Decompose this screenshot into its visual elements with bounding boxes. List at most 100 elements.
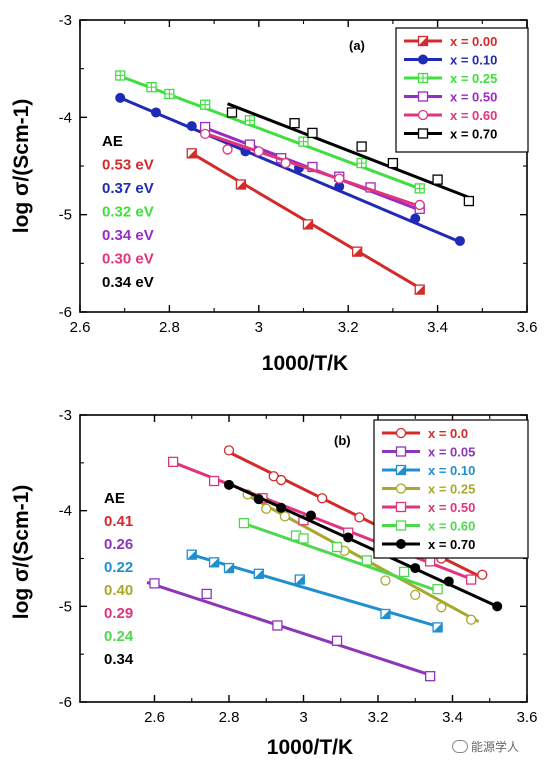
data-point bbox=[164, 88, 175, 100]
data-point bbox=[201, 588, 212, 600]
x-tick-label: 3 bbox=[255, 319, 263, 336]
ae-heading: AE bbox=[102, 133, 123, 150]
ae-value: 0.29 bbox=[104, 605, 133, 622]
data-point bbox=[272, 620, 283, 631]
data-point bbox=[253, 146, 264, 157]
data-point bbox=[275, 474, 287, 486]
y-axis-title: log σ/(Scm-1) bbox=[10, 485, 33, 620]
data-point bbox=[465, 614, 477, 625]
legend-label: x = 0.0 bbox=[428, 426, 468, 441]
x-tick-label: 3.4 bbox=[427, 319, 448, 336]
data-point bbox=[244, 115, 256, 126]
marker-fill bbox=[303, 219, 313, 229]
panel-label: (b) bbox=[334, 433, 351, 448]
y-tick-label: -3 bbox=[59, 12, 72, 29]
marker-fill bbox=[295, 575, 305, 585]
data-point bbox=[417, 35, 429, 47]
data-point bbox=[298, 533, 309, 544]
y-axis-title: log σ/(Scm-1) bbox=[10, 99, 33, 234]
y-tick-label: -4 bbox=[59, 109, 72, 126]
data-point bbox=[186, 549, 197, 560]
data-point bbox=[492, 601, 503, 612]
legend-entry: x = 0.50 bbox=[404, 90, 497, 105]
data-point bbox=[302, 219, 314, 230]
data-point bbox=[432, 583, 443, 595]
data-point bbox=[289, 118, 300, 129]
series-4 bbox=[200, 128, 425, 211]
data-point bbox=[443, 576, 454, 587]
series-fit-line bbox=[239, 520, 442, 594]
data-point bbox=[398, 566, 410, 578]
watermark: 能源学人 bbox=[452, 738, 519, 755]
data-point bbox=[354, 512, 365, 523]
data-point bbox=[436, 602, 447, 613]
watermark-text: 能源学人 bbox=[471, 740, 520, 754]
data-point bbox=[395, 464, 407, 476]
legend-entry: x = 0.10 bbox=[382, 463, 475, 478]
series-fit-line bbox=[146, 580, 435, 678]
data-point bbox=[331, 635, 343, 646]
ae-value: 0.24 bbox=[104, 628, 134, 645]
data-point bbox=[432, 622, 443, 633]
x-tick-label: 2.8 bbox=[159, 319, 180, 336]
ae-value: 0.30 eV bbox=[102, 251, 154, 268]
data-point bbox=[186, 148, 197, 159]
y-tick-label: -4 bbox=[59, 503, 72, 520]
data-point bbox=[200, 99, 211, 110]
ae-value: 0.26 bbox=[104, 536, 133, 553]
marker-fill bbox=[254, 569, 264, 579]
x-tick-label: 2.6 bbox=[70, 319, 91, 336]
data-point bbox=[115, 70, 126, 81]
x-tick-label: 3.2 bbox=[338, 319, 359, 336]
data-point bbox=[331, 541, 343, 553]
data-point bbox=[115, 92, 126, 103]
series-fit-line bbox=[168, 459, 476, 582]
data-point bbox=[414, 199, 425, 211]
legend-label: x = 0.70 bbox=[450, 127, 497, 142]
data-point bbox=[305, 510, 316, 521]
ae-value: 0.34 eV bbox=[102, 274, 154, 291]
series-fit-line bbox=[224, 480, 498, 608]
data-point bbox=[238, 517, 250, 529]
ae-value: 0.34 bbox=[104, 651, 134, 668]
data-point bbox=[356, 141, 367, 152]
data-point bbox=[186, 121, 197, 132]
legend-label: x = 0.10 bbox=[450, 53, 497, 68]
data-point bbox=[417, 91, 429, 102]
data-point bbox=[261, 503, 272, 514]
legend-entry: x = 0.70 bbox=[404, 127, 497, 142]
series-fit-line bbox=[119, 96, 461, 244]
data-point bbox=[417, 128, 429, 139]
y-tick-label: -3 bbox=[59, 407, 72, 424]
data-point bbox=[395, 501, 407, 513]
data-point bbox=[395, 446, 407, 457]
data-point bbox=[343, 532, 354, 543]
data-point bbox=[477, 569, 488, 580]
ae-value: 0.53 eV bbox=[102, 157, 154, 174]
x-tick-label: 2.6 bbox=[144, 709, 165, 726]
marker-fill bbox=[415, 285, 425, 295]
legend-label: x = 0.70 bbox=[428, 537, 475, 552]
x-axis-title: 1000/T/K bbox=[262, 352, 348, 375]
legend-entry: x = 0.05 bbox=[382, 445, 475, 460]
legend-label: x = 0.50 bbox=[428, 500, 475, 515]
data-point bbox=[361, 555, 372, 566]
ae-value: 0.41 bbox=[104, 513, 133, 530]
x-tick-label: 3 bbox=[299, 709, 307, 726]
x-tick-label: 3.6 bbox=[517, 709, 538, 726]
series-5 bbox=[226, 102, 475, 207]
data-point bbox=[356, 157, 367, 169]
data-point bbox=[276, 502, 287, 513]
x-tick-label: 3.4 bbox=[442, 709, 463, 726]
marker-fill bbox=[418, 36, 428, 46]
data-point bbox=[424, 671, 436, 682]
data-point bbox=[395, 520, 407, 531]
legend-label: x = 0.50 bbox=[450, 90, 497, 105]
series-fit-line bbox=[200, 130, 425, 210]
data-point bbox=[380, 575, 391, 586]
data-point bbox=[395, 483, 407, 494]
data-point bbox=[417, 109, 429, 121]
ae-value: 0.37 eV bbox=[102, 180, 154, 197]
marker-fill bbox=[352, 247, 362, 257]
